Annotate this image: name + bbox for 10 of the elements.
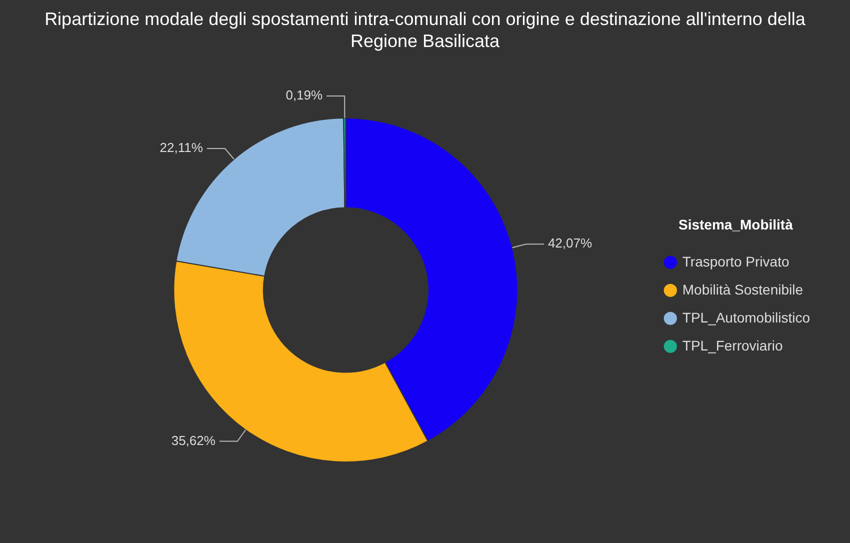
legend-label: TPL_Ferroviario bbox=[682, 337, 783, 354]
legend-label: Mobilità Sostenibile bbox=[682, 281, 804, 298]
data-label: 22,11% bbox=[160, 140, 204, 156]
legend-title: Sistema_Mobilità bbox=[678, 216, 794, 232]
data-label: 42,07% bbox=[548, 236, 592, 251]
data-label: 35,62% bbox=[171, 432, 216, 448]
legend-label: TPL_Automobilistico bbox=[682, 309, 810, 326]
chart-title: Ripartizione modale degli spostamenti intra-comunali con origine e destinazione all'interno della Regione Basilicata bbox=[44, 8, 806, 52]
legend-label: Trasporto Privato bbox=[682, 253, 790, 270]
data-label: 0,19% bbox=[286, 88, 324, 103]
